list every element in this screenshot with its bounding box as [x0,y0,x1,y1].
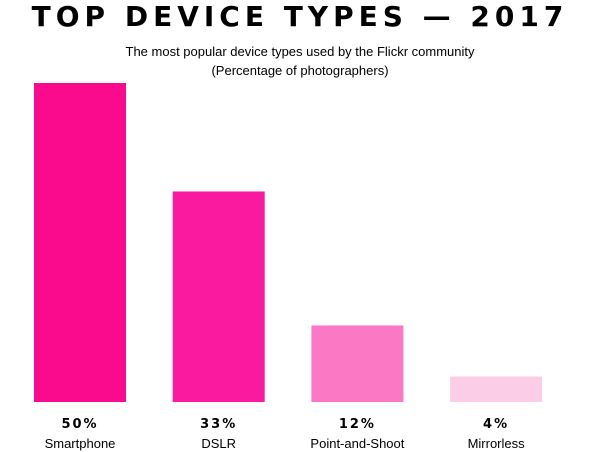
category-label-point-and-shoot: Point-and-Shoot [310,436,404,451]
bar-smartphone [34,83,126,402]
category-label-smartphone: Smartphone [45,436,116,451]
bar-mirrorless [450,376,543,402]
category-label-dslr: DSLR [201,436,236,451]
chart-subtitle: The most popular device types used by th… [125,44,475,59]
value-label-smartphone: 50% [61,417,98,432]
chart-title: TOP DEVICE TYPES — 2017 [31,0,569,33]
chart-subtitle-units: (Percentage of photographers) [211,63,389,78]
category-label-mirrorless: Mirrorless [468,436,526,451]
bar-dslr [172,191,265,402]
value-label-mirrorless: 4% [483,417,509,432]
value-label-point-and-shoot: 12% [339,417,376,432]
bar-point-and-shoot [311,325,404,402]
value-label-dslr: 33% [200,417,237,432]
